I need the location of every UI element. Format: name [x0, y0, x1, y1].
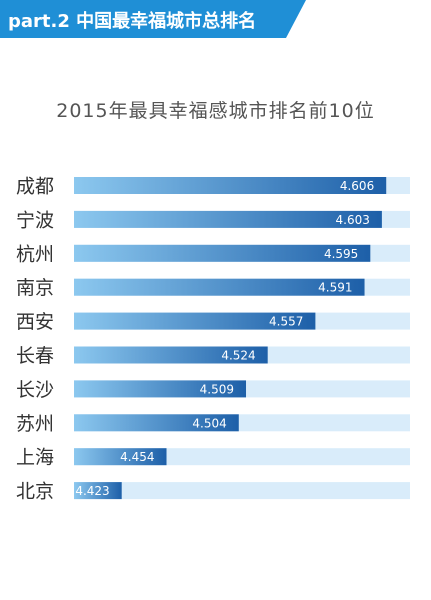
value-label: 4.504 [192, 416, 226, 430]
section-banner: part.2 中国最幸福城市总排名 [0, 0, 306, 38]
category-label: 成都 [16, 176, 54, 198]
value-label: 4.524 [221, 349, 255, 363]
bar [74, 346, 268, 364]
bar [74, 244, 371, 262]
category-label: 杭州 [16, 243, 54, 265]
bar [74, 414, 239, 432]
bar [74, 312, 316, 330]
chart-title: 2015年最具幸福感城市排名前10位 [56, 100, 375, 122]
bar [74, 210, 382, 228]
value-label: 4.509 [200, 382, 234, 396]
category-label: 苏州 [16, 413, 54, 435]
value-label: 4.454 [120, 450, 154, 464]
bar [74, 482, 122, 500]
value-label: 4.595 [324, 247, 358, 261]
category-label: 南京 [16, 277, 54, 299]
category-label: 宁波 [16, 209, 54, 231]
value-label: 4.603 [336, 213, 370, 227]
bar [74, 177, 387, 194]
bar [74, 278, 365, 296]
bar-track [74, 482, 410, 500]
banner-title: part.2 中国最幸福城市总排名 [8, 11, 257, 32]
category-label: 上海 [16, 447, 54, 469]
category-label: 长沙 [16, 379, 54, 401]
value-label: 4.557 [269, 315, 303, 329]
category-label: 北京 [16, 481, 54, 503]
category-label: 西安 [16, 311, 54, 333]
bar [74, 448, 167, 466]
value-label: 4.591 [318, 281, 352, 295]
bar [74, 380, 247, 398]
value-label: 4.606 [340, 179, 374, 193]
category-label: 长春 [16, 345, 54, 367]
value-label: 4.423 [75, 484, 109, 498]
